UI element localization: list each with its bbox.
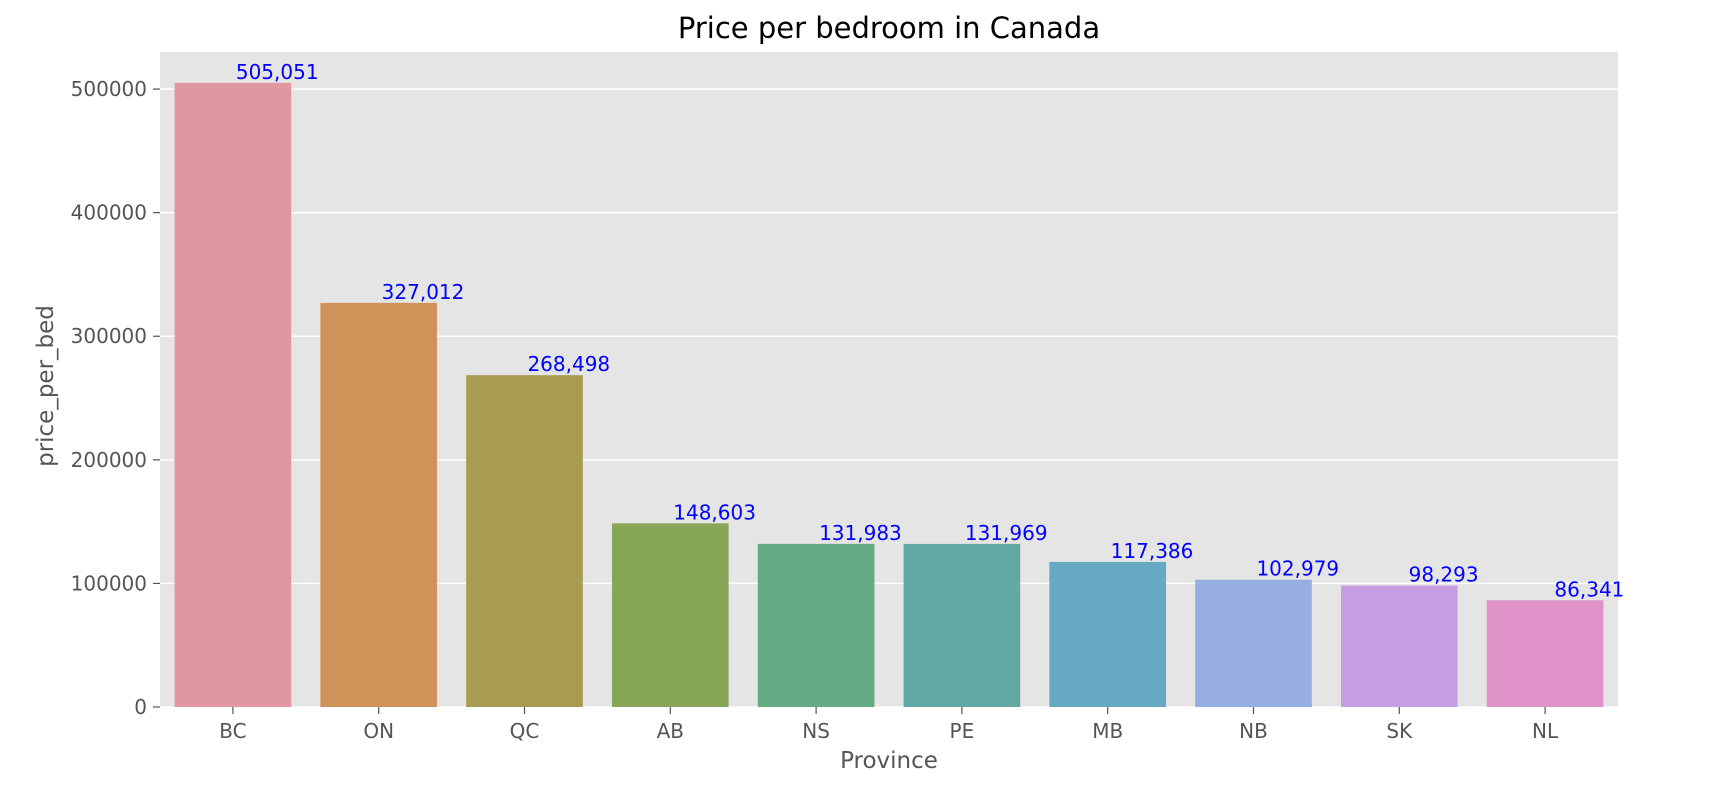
bar-bc xyxy=(174,82,292,708)
x-tick-label-mb: MB xyxy=(1092,719,1123,743)
bar-ns xyxy=(757,543,875,707)
bars xyxy=(174,82,1604,708)
x-tick-label-ns: NS xyxy=(802,719,830,743)
bar-qc xyxy=(466,375,583,707)
x-tick-label-nb: NB xyxy=(1239,719,1268,743)
y-tick-label: 0 xyxy=(134,695,147,719)
value-label-ab: 148,603 xyxy=(673,500,756,524)
x-tick-label-sk: SK xyxy=(1386,719,1413,743)
x-axis-label: Province xyxy=(840,748,938,774)
x-tick-label-ab: AB xyxy=(657,719,684,743)
x-axis: BC ON QC AB NS PE MB NB SK NL xyxy=(219,707,1559,743)
bar-mb xyxy=(1049,561,1167,707)
x-tick-label-bc: BC xyxy=(219,719,246,743)
y-tick-label: 500000 xyxy=(71,77,147,101)
y-tick-label: 100000 xyxy=(71,571,147,595)
value-label-nb: 102,979 xyxy=(1256,557,1339,581)
value-label-sk: 98,293 xyxy=(1409,563,1479,587)
bar-pe xyxy=(903,543,1021,707)
y-tick-label: 400000 xyxy=(71,201,147,225)
bar-nl xyxy=(1486,600,1604,707)
bar-on xyxy=(320,302,438,707)
y-axis: 0 100000 200000 300000 400000 500000 xyxy=(71,77,160,719)
value-label-qc: 268,498 xyxy=(527,352,610,376)
y-tick-label: 200000 xyxy=(71,448,147,472)
y-tick-label: 300000 xyxy=(71,324,147,348)
x-tick-label-pe: PE xyxy=(950,719,975,743)
value-labels: 505,051 327,012 268,498 148,603 131,983 131,9… xyxy=(236,60,1625,601)
y-axis-label: price_per_bed xyxy=(33,305,59,467)
x-tick-label-on: ON xyxy=(363,719,394,743)
value-label-pe: 131,969 xyxy=(965,521,1048,545)
bar-nb xyxy=(1195,579,1312,707)
value-label-mb: 117,386 xyxy=(1111,539,1194,563)
value-label-on: 327,012 xyxy=(382,280,465,304)
value-label-ns: 131,983 xyxy=(819,521,902,545)
chart-title: Price per bedroom in Canada xyxy=(678,11,1100,45)
value-label-nl: 86,341 xyxy=(1554,577,1624,601)
x-tick-label-qc: QC xyxy=(510,719,540,743)
value-label-bc: 505,051 xyxy=(236,60,319,84)
x-tick-label-nl: NL xyxy=(1532,719,1559,743)
bar-ab xyxy=(611,523,729,707)
bar-sk xyxy=(1340,585,1458,707)
